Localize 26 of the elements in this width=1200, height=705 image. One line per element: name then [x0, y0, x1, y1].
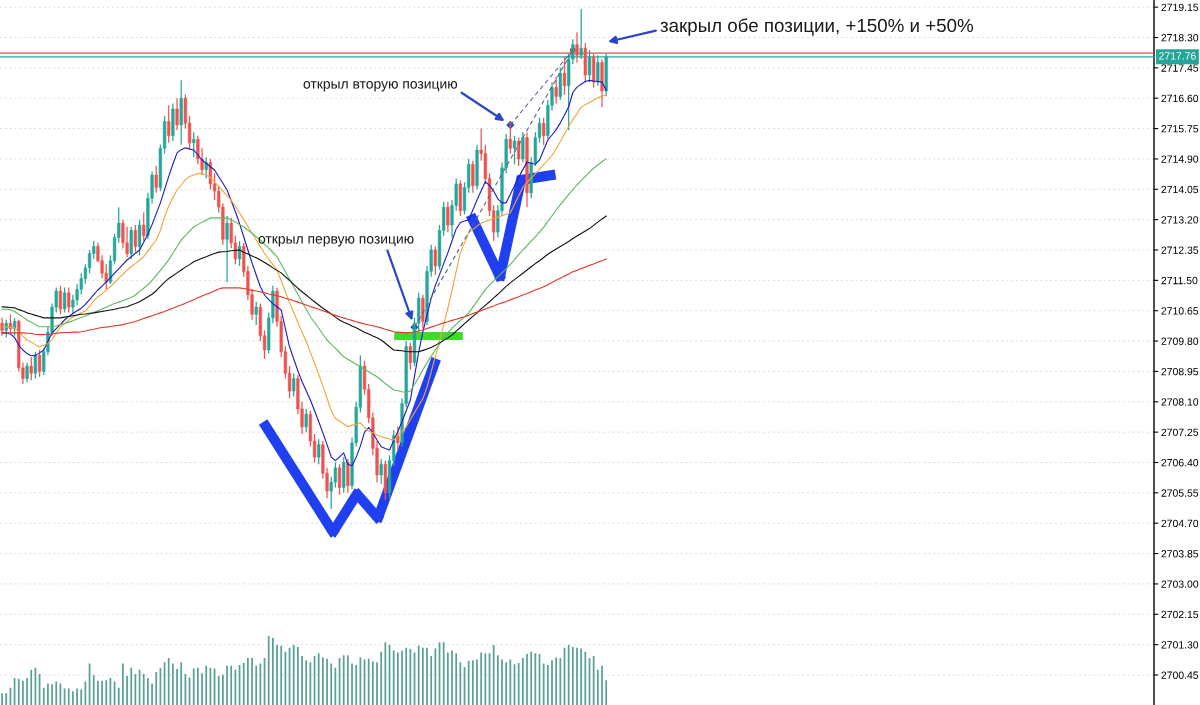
y-tick-label: 2707.25	[1161, 428, 1199, 437]
y-tick-label: 2712.35	[1161, 246, 1199, 254]
y-tick-label: 2704.70	[1161, 519, 1199, 528]
y-tick-label: 2705.55	[1161, 489, 1199, 497]
y-tick-label: 2714.05	[1161, 185, 1199, 194]
ref-line-label: 2717.76	[1159, 52, 1196, 60]
y-tick-label: 2717.45	[1161, 64, 1199, 72]
y-tick-label: 2719.15	[1161, 3, 1199, 12]
text: закрыл обе позиции, +150% и +50%	[660, 18, 974, 36]
y-tick-label: 2703.85	[1161, 550, 1199, 558]
y-tick-label: 2709.80	[1161, 337, 1199, 345]
y-tick-label: 2710.65	[1161, 307, 1199, 315]
y-tick-label: 2702.15	[1161, 610, 1199, 619]
y-tick-label: 2718.30	[1161, 34, 1199, 42]
y-tick-label: 2706.40	[1161, 459, 1199, 467]
y-tick-label: 2700.45	[1161, 671, 1199, 679]
y-tick-label: 2708.95	[1161, 367, 1199, 376]
y-tick-label: 2701.30	[1161, 641, 1199, 649]
y-tick-label: 2703.00	[1161, 580, 1199, 588]
y-tick-label: 2713.20	[1161, 216, 1199, 224]
y-tick-label: 2716.60	[1161, 94, 1199, 103]
y-tick-label: 2708.10	[1161, 398, 1199, 406]
annotation: открыл вторую позицию	[303, 81, 458, 92]
y-tick-label: 2715.75	[1161, 125, 1199, 133]
y-tick-label: 2714.90	[1161, 155, 1199, 163]
y-tick-label: 2711.50	[1161, 276, 1198, 285]
